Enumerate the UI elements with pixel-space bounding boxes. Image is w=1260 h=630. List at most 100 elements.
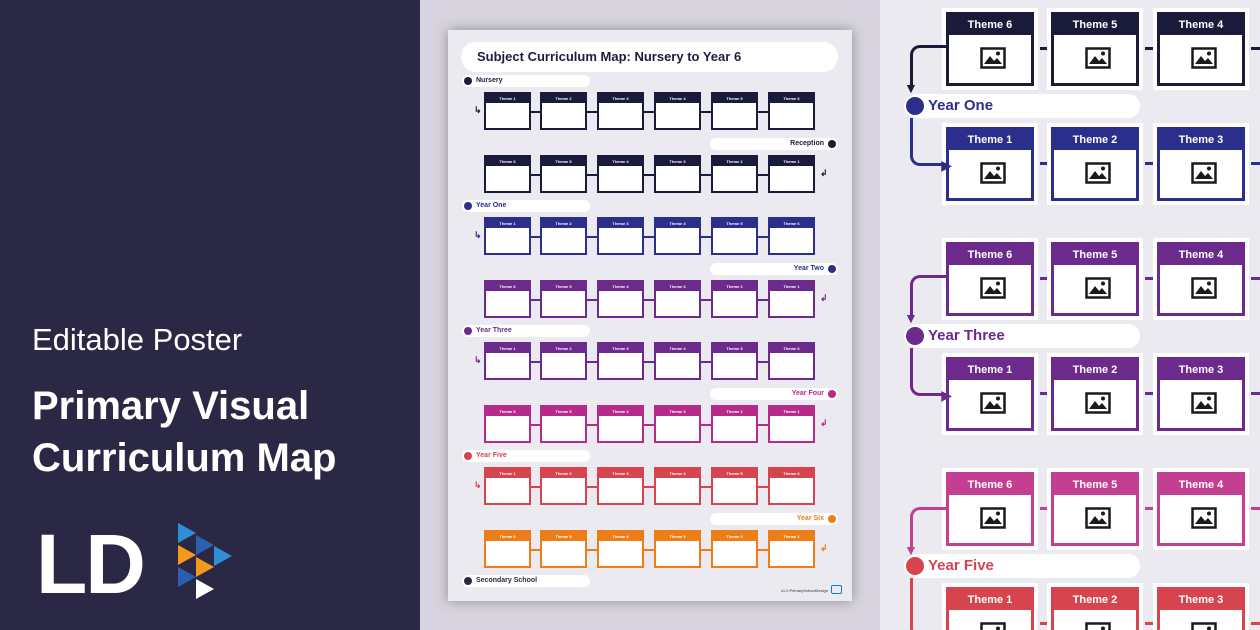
poster-theme-label: Theme 4 [599,156,642,166]
zoom-theme-card: Theme 2 [1051,127,1139,201]
zoom-theme-card: Theme 4 [1157,12,1245,86]
zoom-theme-card: Theme 5 [1051,12,1139,86]
poster-theme-label: Theme 4 [656,344,699,353]
zoom-theme-card: Theme 1 [946,127,1034,201]
poster-stage-label-text: Year One [476,202,507,209]
zoom-flow-arrow-icon: ▶ [910,578,946,630]
image-icon [1085,392,1111,414]
poster-theme-card: Theme 1 [484,467,531,505]
poster-title: Subject Curriculum Map: Nursery to Year … [461,42,838,72]
poster-theme-label: Theme 6 [486,281,529,291]
zoom-theme-label: Theme 5 [1054,245,1136,265]
poster-theme-label: Theme 4 [599,406,642,416]
poster-theme-label: Theme 2 [542,344,585,353]
poster-theme-label: Theme 2 [542,219,585,228]
poster-theme-label: Theme 1 [770,406,813,416]
zoom-theme-label: Theme 4 [1160,245,1242,265]
poster-connector [644,361,654,363]
image-icon [1085,622,1111,630]
poster-stage-label: Year Three [462,325,590,337]
poster-theme-card: Theme 4 [597,154,644,193]
poster-credit: v1.0 PrimarySchoolDesign [780,588,828,593]
poster: Subject Curriculum Map: Nursery to Year … [448,30,852,601]
poster-theme-label: Theme 1 [486,469,529,478]
zoom-theme-label: Theme 2 [1054,590,1136,610]
poster-connector [701,361,711,363]
zoom-theme-label: Theme 3 [1160,360,1242,380]
poster-connector [531,486,540,488]
poster-stage-label: Year Two [710,262,838,275]
poster-theme-card: Theme 3 [654,529,701,568]
image-icon [1085,47,1111,69]
poster-theme-label: Theme 1 [770,281,813,291]
poster-theme-card: Theme 5 [540,404,587,443]
zoom-theme-card: Theme 6 [946,12,1034,86]
poster-theme-card: Theme 5 [711,342,758,380]
poster-theme-card: Theme 5 [711,467,758,505]
poster-theme-card: Theme 4 [654,92,701,130]
zoom-theme-label: Theme 4 [1160,15,1242,35]
zoom-flow-arrow-icon: ▼ [904,45,946,95]
image-icon [1191,392,1217,414]
image-icon [980,47,1006,69]
image-icon [980,162,1006,184]
ld-logo: LD [36,517,232,605]
zoom-connector [1040,622,1052,625]
poster-theme-label: Theme 2 [713,406,756,416]
poster-theme-card: Theme 6 [484,154,531,193]
zoom-flow-arrow-icon: ▼ [904,507,946,557]
poster-connector [758,111,768,113]
zoom-theme-card: Theme 1 [946,587,1034,630]
poster-stage-label-text: Year Three [476,327,512,334]
poster-connector [644,548,654,551]
poster-theme-card: Theme 2 [711,529,758,568]
poster-theme-label: Theme 6 [486,406,529,416]
poster-theme-label: Theme 4 [599,531,642,541]
poster-theme-label: Theme 5 [713,219,756,228]
poster-theme-card: Theme 1 [768,154,815,193]
poster-theme-card: Theme 2 [540,217,587,255]
poster-theme-card: Theme 3 [597,467,644,505]
poster-theme-label: Theme 5 [542,531,585,541]
poster-connector [531,423,540,426]
promo-panel: Editable Poster Primary Visual Curriculu… [0,0,420,630]
poster-connector [587,173,597,176]
poster-theme-label: Theme 6 [770,469,813,478]
zoom-theme-card: Theme 3 [1157,357,1245,431]
image-icon [1085,507,1111,529]
poster-theme-label: Theme 2 [713,156,756,166]
zoom-theme-label: Theme 1 [949,130,1031,150]
stage-dot-icon [464,327,472,335]
poster-connector [587,486,597,488]
zoom-theme-card: Theme 3 [1157,127,1245,201]
zoom-year-label: Year Three [906,324,1140,348]
zoom-year-label-text: Year Five [928,557,994,574]
poster-theme-label: Theme 6 [770,94,813,103]
year-dot-icon [906,327,924,345]
zoom-connector [1251,277,1260,280]
poster-stage-label-text: Year Four [791,389,824,397]
poster-theme-card: Theme 3 [654,404,701,443]
image-icon [1191,277,1217,299]
stage-dot-icon [828,389,836,398]
poster-stage-label: Year One [462,200,590,212]
zoom-year-label-text: Year Three [928,327,1005,344]
zoom-connector [1145,507,1157,510]
poster-connector [531,298,540,301]
poster-theme-label: Theme 5 [713,469,756,478]
image-icon [1191,162,1217,184]
poster-stage-label: Year Six [710,512,838,525]
image-icon [1085,162,1111,184]
stage-dot-icon [464,77,472,85]
zoom-flow-arrow-icon: ▶ [910,118,952,172]
poster-theme-label: Theme 2 [713,281,756,291]
credit-logo-icon [831,585,842,594]
zoom-connector [1251,622,1260,625]
poster-theme-label: Theme 6 [770,344,813,353]
poster-theme-label: Theme 1 [770,156,813,166]
poster-stage-label-text: Secondary School [476,577,538,584]
poster-connector [701,236,711,238]
zoom-theme-card: Theme 5 [1051,472,1139,546]
poster-stage-label: Year Five [462,450,590,462]
stage-dot-icon [828,139,836,148]
